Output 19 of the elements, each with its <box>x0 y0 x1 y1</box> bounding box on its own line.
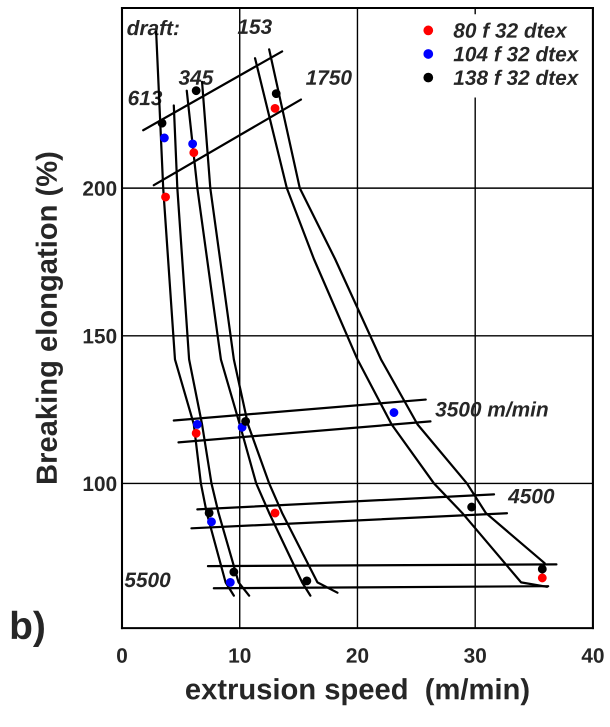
x-tick-label: 40 <box>582 648 604 663</box>
y-axis-title: Breaking elongation (%) <box>36 152 63 484</box>
annotation: draft: <box>127 20 179 36</box>
annotation: 345 <box>178 70 214 85</box>
x-tick-label: 0 <box>117 648 127 663</box>
legend-label: 138 f 32 dtex <box>454 70 580 86</box>
text: b) <box>12 610 44 647</box>
annotation: 1750 <box>306 70 352 85</box>
x-axis-title: extrusion speed (m/min) <box>186 678 529 706</box>
annotation: 5500 <box>124 572 170 588</box>
y-tick-label: 100 <box>84 476 116 492</box>
legend-label: 104 f 32 dtex <box>454 46 580 62</box>
x-tick-label: 10 <box>229 648 250 663</box>
y-tick-label: 150 <box>84 328 116 344</box>
y-tick-label: 200 <box>83 181 116 196</box>
legend-label: 80 f 32 dtex <box>454 22 568 38</box>
x-tick-label: 20 <box>346 648 368 663</box>
x-tick-label: 30 <box>464 648 486 663</box>
annotation: 4500 <box>508 488 554 504</box>
